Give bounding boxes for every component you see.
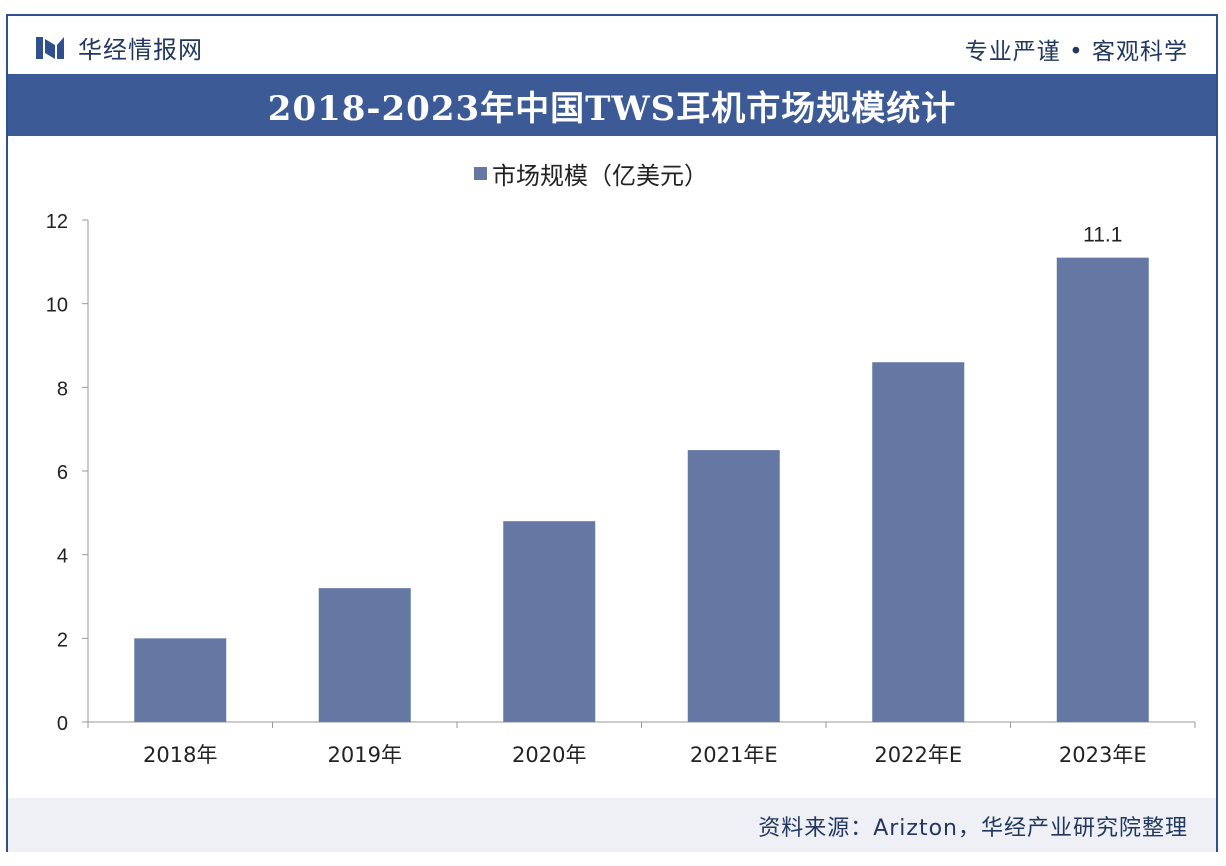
source-note: 资料来源：Arizton，华经产业研究院整理: [758, 816, 1188, 841]
brand[interactable]: 华经情报网: [34, 30, 203, 65]
title-bar: 2018-2023年中国TWS耳机市场规模统计: [8, 74, 1216, 136]
y-tick-label: 0: [57, 713, 68, 735]
y-tick-label: 8: [57, 378, 68, 400]
x-tick-label: 2021年E: [690, 743, 778, 767]
legend-label: 市场规模（亿美元）: [492, 162, 708, 190]
bar: [872, 362, 965, 722]
chart-title: 2018-2023年中国TWS耳机市场规模统计: [267, 88, 957, 129]
x-tick-label: 2022年E: [874, 743, 962, 767]
data-label: 11.1: [1083, 224, 1122, 247]
x-tick-label: 2018年: [143, 743, 217, 767]
brand-name: 华经情报网: [78, 36, 203, 64]
y-tick-label: 4: [57, 546, 68, 568]
bar: [687, 450, 780, 722]
slogan: 专业严谨 • 客观科学: [964, 39, 1188, 65]
x-tick-label: 2019年: [328, 743, 402, 767]
header: 华经情报网 专业严谨 • 客观科学: [8, 16, 1216, 74]
bar: [134, 638, 227, 722]
brand-logo-icon: [36, 36, 64, 59]
y-tick-label: 6: [57, 462, 68, 484]
y-tick-label: 2: [57, 629, 68, 651]
bar: [318, 588, 411, 722]
bar: [503, 521, 596, 722]
bar: [1056, 257, 1149, 722]
x-tick-label: 2020年: [512, 743, 586, 767]
x-tick-label: 2023年E: [1059, 743, 1147, 767]
source-bar: 资料来源：Arizton，华经产业研究院整理: [8, 798, 1216, 852]
legend-swatch: [474, 167, 487, 180]
y-tick-label: 12: [46, 211, 68, 233]
y-tick-label: 10: [46, 295, 68, 317]
